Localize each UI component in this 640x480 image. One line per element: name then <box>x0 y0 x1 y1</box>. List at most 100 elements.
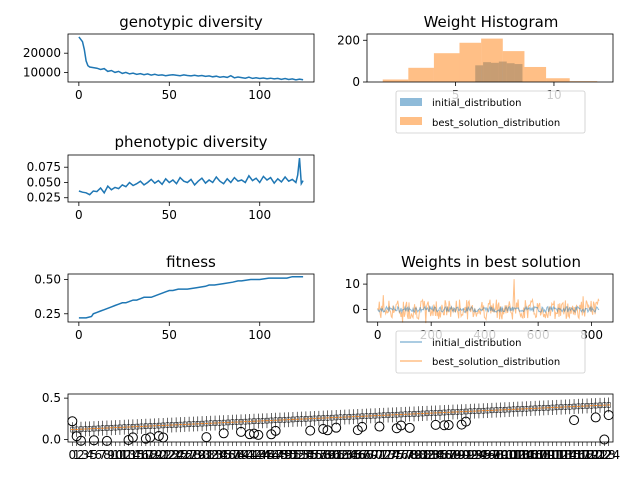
x-tick-label: 19 <box>147 448 162 462</box>
x-tick-label: 108 <box>528 448 551 462</box>
x-tick-label: 63 <box>337 448 352 462</box>
x-tick-label: 69 <box>363 448 378 462</box>
x-tick-label: 76 <box>393 448 408 462</box>
x-tick-label: 16 <box>134 448 149 462</box>
x-tick-label: 38 <box>229 448 244 462</box>
x-tick-label: 47 <box>268 448 283 462</box>
x-tick-label: 55 <box>303 448 318 462</box>
legend-box <box>395 90 586 134</box>
x-tick-label: 8 <box>103 448 111 462</box>
x-tick-label: 82 <box>419 448 434 462</box>
x-tick-label: 81 <box>415 448 430 462</box>
outlier <box>253 429 264 440</box>
panel-phenotypic-diversity: phenotypic diversity 0 50 100 0.025 0.0500.0… <box>27 133 315 222</box>
panel-fitness: fitness 0 50 100 0.25 0.50 <box>34 253 315 342</box>
outlier <box>270 425 281 436</box>
x-tick-label: 72 <box>376 448 391 462</box>
x-tick-label: 116 <box>563 448 586 462</box>
plot-frame <box>366 273 614 323</box>
x-tick-label: 95 <box>476 448 491 462</box>
x-tick-label: 94 <box>471 448 486 462</box>
x-tick-label: 100 <box>493 448 516 462</box>
x-tick-label: 45 <box>259 448 274 462</box>
outlier <box>599 434 610 445</box>
series-line <box>78 275 304 319</box>
plot-frame <box>366 33 614 83</box>
x-tick-label: 0 <box>374 328 382 342</box>
x-tick-label: 79 <box>406 448 421 462</box>
plot-frame <box>67 33 315 83</box>
chart-title: phenotypic diversity <box>114 133 267 151</box>
x-tick-label: 46 <box>264 448 279 462</box>
x-tick-label: 103 <box>506 448 529 462</box>
legend-swatch-best <box>400 117 422 125</box>
x-tick-label: 122 <box>589 448 612 462</box>
x-tick-label: 92 <box>463 448 478 462</box>
x-tick-label: 104 <box>511 448 534 462</box>
x-tick-label: 87 <box>441 448 456 462</box>
plot-frame <box>67 273 315 323</box>
y-tick-label: 0 <box>352 75 360 89</box>
x-tick-label: 121 <box>584 448 607 462</box>
x-tick-label: 64 <box>342 448 357 462</box>
outlier <box>218 428 229 439</box>
x-tick-label: 37 <box>225 448 240 462</box>
x-tick-label: 60 <box>324 448 339 462</box>
x-tick-label: 101 <box>498 448 521 462</box>
histogram-bar <box>433 53 460 82</box>
outlier <box>430 419 441 430</box>
panel-weights-best-solution: Weights in best solution 020040060080001… <box>345 253 614 374</box>
x-tick-label: 96 <box>480 448 495 462</box>
x-tick-label: 52 <box>290 448 305 462</box>
x-tick-label: 49 <box>277 448 292 462</box>
x-tick-label: 123 <box>593 448 616 462</box>
x-tick-label: 40 <box>238 448 253 462</box>
chart-title: fitness <box>166 253 216 271</box>
x-tick-label: 43 <box>251 448 266 462</box>
x-tick-label: 51 <box>285 448 300 462</box>
histogram-bar <box>459 42 482 82</box>
x-tick-label: 98 <box>489 448 504 462</box>
series-line <box>78 36 304 81</box>
x-tick-label: 111 <box>541 448 564 462</box>
x-tick-label: 48 <box>272 448 287 462</box>
x-tick-label: 77 <box>398 448 413 462</box>
outlier <box>357 421 368 432</box>
x-tick-label: 31 <box>199 448 214 462</box>
x-tick-label: 118 <box>571 448 594 462</box>
x-tick-label: 5 <box>90 448 98 462</box>
y-tick-label: 200 <box>337 33 360 47</box>
legend: initial_distribution best_solution_distr… <box>395 90 586 134</box>
series-line-best <box>377 279 600 324</box>
x-tick-label: 113 <box>550 448 573 462</box>
outlier <box>318 423 329 434</box>
chart-title: Weight Histogram <box>424 13 559 31</box>
outlier <box>439 420 450 431</box>
x-tick-label: 114 <box>554 448 577 462</box>
x-tick-label: 75 <box>389 448 404 462</box>
x-tick-label: 26 <box>177 448 192 462</box>
x-tick-label: 20 <box>151 448 166 462</box>
x-tick-label: 1 <box>73 448 81 462</box>
outlier <box>201 432 212 443</box>
x-tick-label: 89 <box>450 448 465 462</box>
outlier <box>569 415 580 426</box>
y-tick-label: 10000 <box>23 65 61 79</box>
x-tick-label: 124 <box>597 448 620 462</box>
x-tick-label: 54 <box>298 448 313 462</box>
x-tick-label: 117 <box>567 448 590 462</box>
x-tick-label: 84 <box>428 448 443 462</box>
y-tick-label: 0.0 <box>42 433 61 447</box>
x-tick-label: 29 <box>190 448 205 462</box>
x-tick-label: 102 <box>502 448 525 462</box>
x-tick-label: 50 <box>162 88 177 102</box>
x-tick-label: 12 <box>117 448 132 462</box>
x-tick-label: 99 <box>493 448 508 462</box>
x-tick-label: 15 <box>130 448 145 462</box>
plot-area: 0 50 100 10000 20000 <box>23 36 304 102</box>
x-tick-label: 14 <box>125 448 140 462</box>
x-tick-label: 56 <box>307 448 322 462</box>
x-tick-label: 91 <box>458 448 473 462</box>
x-tick-label: 27 <box>181 448 196 462</box>
chart-title: Weights in best solution <box>401 253 581 271</box>
